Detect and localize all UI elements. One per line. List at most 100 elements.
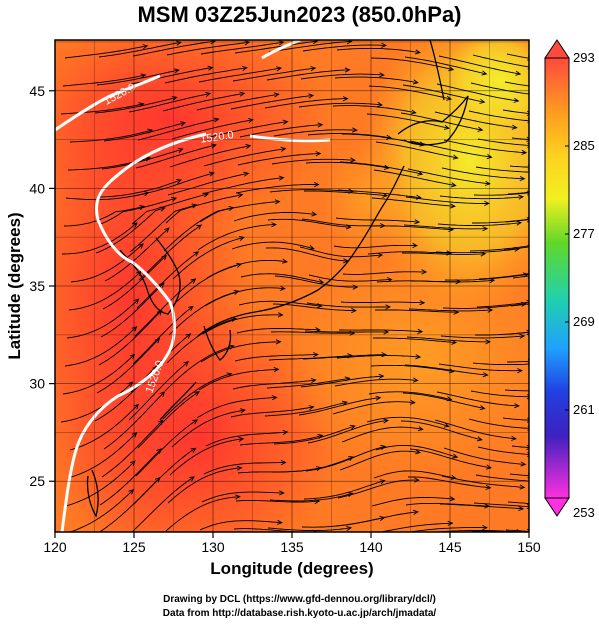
streamline-arrow (529, 92, 534, 96)
streamline (65, 460, 136, 507)
streamline (368, 391, 452, 401)
streamline (205, 431, 288, 447)
colorbar-label: 293 (573, 50, 595, 65)
streamline-arrow (244, 40, 251, 46)
y-tick-label: 35 (29, 278, 45, 294)
streamline (370, 225, 454, 231)
streamline-arrow (247, 117, 254, 123)
streamline-arrow (280, 146, 287, 152)
streamline-arrow (514, 403, 520, 409)
streamline (441, 167, 525, 180)
streamline-arrow (520, 461, 527, 467)
streamline-arrow (213, 117, 220, 123)
colorbar-body (544, 57, 570, 499)
streamline (131, 193, 209, 225)
streamline (170, 263, 242, 308)
streamline-arrow (417, 328, 424, 335)
streamline-arrow (381, 352, 388, 358)
honshu-coast (197, 165, 405, 337)
streamline (166, 317, 237, 364)
streamline-arrow (452, 154, 459, 160)
streamline (438, 55, 521, 75)
streamline (306, 302, 390, 308)
colorbar-lower-arrow (544, 497, 570, 517)
contour-label: 1520.0 (199, 129, 234, 146)
streamline (95, 207, 165, 254)
streamline-arrow (279, 490, 285, 496)
streamline (166, 41, 250, 56)
streamline (201, 177, 284, 195)
streamline-arrow (382, 192, 389, 198)
streamline-arrow (317, 122, 324, 128)
streamline (98, 477, 161, 532)
streamline-arrow (135, 270, 142, 277)
streamline-arrow (205, 91, 212, 97)
x-tick-label: 125 (122, 539, 146, 555)
streamline (163, 207, 234, 252)
streamline (60, 381, 133, 423)
streamline (510, 303, 529, 307)
streamline (137, 391, 200, 449)
streamline-arrow (351, 307, 357, 314)
streamline-arrow (159, 206, 166, 212)
streamline-arrow (173, 68, 180, 74)
streamline (404, 56, 487, 75)
streamline (198, 368, 279, 391)
streamline-arrow (313, 181, 320, 188)
streamlines (60, 40, 534, 532)
streamline-arrow (275, 339, 282, 345)
colorbar-label: 277 (573, 226, 595, 241)
streamline-arrow (271, 395, 278, 401)
streamline (233, 528, 318, 532)
streamline-arrow (521, 149, 528, 156)
streamline (162, 92, 245, 112)
streamline-arrow (279, 285, 286, 291)
streamline-arrow (414, 49, 421, 55)
streamline (199, 201, 280, 223)
streamline-arrow (228, 344, 235, 350)
streamline (407, 168, 490, 185)
streamline-arrow (518, 194, 525, 200)
streamline (269, 189, 354, 193)
streamline (502, 109, 529, 114)
streamline (468, 418, 529, 429)
streamline (405, 196, 489, 204)
streamline-arrow (156, 448, 162, 454)
streamline (507, 501, 529, 505)
streamline (171, 119, 253, 140)
map-grid (54, 40, 530, 532)
streamline (304, 190, 388, 197)
y-tick-label: 40 (29, 180, 45, 196)
streamline-arrow (276, 519, 283, 525)
streamline-arrow (346, 525, 353, 531)
streamline (373, 470, 456, 479)
streamline (167, 172, 249, 196)
streamline (305, 161, 389, 169)
streamline-arrow (484, 180, 491, 186)
streamline (265, 247, 348, 262)
streamline-arrow (308, 93, 315, 99)
streamline (169, 145, 251, 168)
streamline (99, 179, 182, 198)
streamline-arrow (183, 361, 190, 367)
streamline-arrow (412, 242, 419, 249)
streamline-arrow (476, 436, 483, 442)
streamline (135, 144, 217, 169)
x-tick-label: 140 (359, 539, 383, 555)
streamline (102, 255, 167, 310)
streamline (200, 41, 284, 55)
streamline (239, 434, 323, 446)
streamline-arrow (208, 171, 215, 177)
streamline (202, 314, 283, 335)
streamline-arrow (191, 203, 198, 209)
streamline (337, 189, 421, 199)
streamline (98, 41, 181, 58)
streamline (411, 279, 495, 283)
streamline (164, 345, 234, 392)
streamline-arrow (315, 151, 322, 157)
streamline (477, 138, 529, 146)
streamline (468, 110, 529, 122)
streamline (475, 474, 529, 482)
streamline-arrow (518, 505, 525, 512)
